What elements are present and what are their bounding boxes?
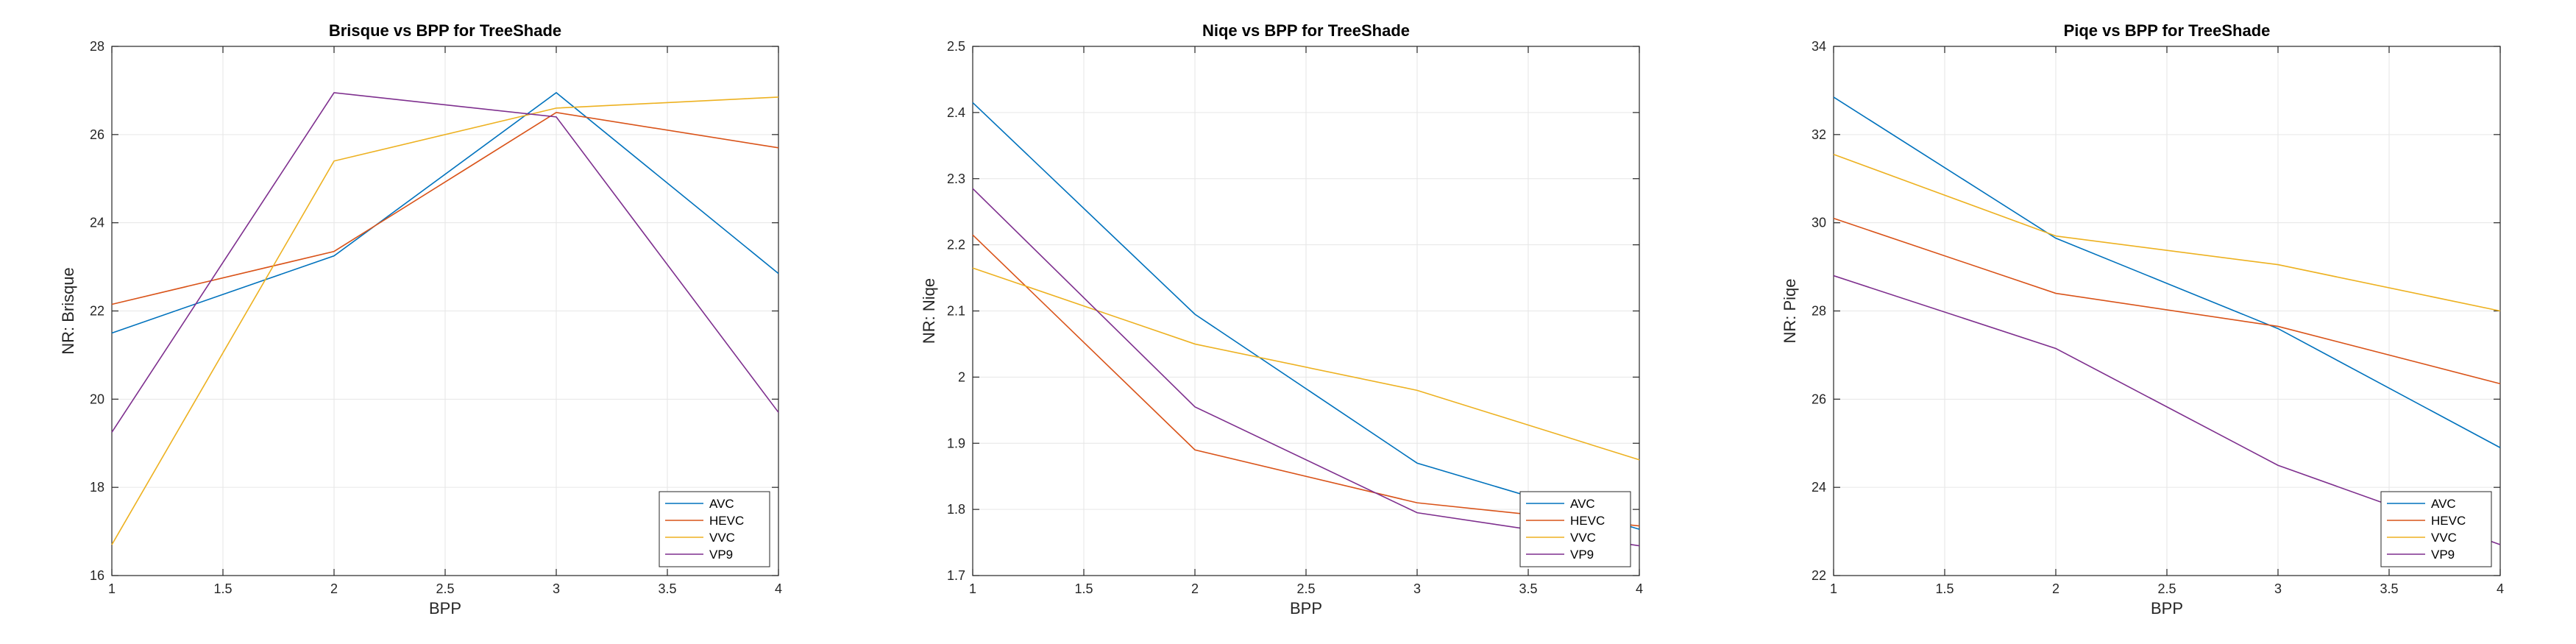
plot-area-frame: [972, 46, 1640, 576]
series-line-avc: [1833, 96, 2501, 448]
y-tick-label: 22: [1812, 568, 1826, 583]
x-tick-label: 1.5: [1074, 581, 1093, 596]
x-tick-label: 3: [2274, 581, 2282, 596]
series-line-vp9: [111, 92, 779, 433]
y-tick-label: 20: [90, 392, 104, 406]
legend-label: VP9: [2431, 548, 2455, 562]
chart-title: Niqe vs BPP for TreeShade: [1202, 21, 1410, 40]
legend-label: HEVC: [1570, 514, 1605, 528]
y-tick-label: 28: [90, 39, 104, 54]
series-line-hevc: [1833, 217, 2501, 385]
y-tick-label: 18: [90, 480, 104, 495]
y-tick-label: 24: [1812, 480, 1826, 495]
x-tick-label: 4: [775, 581, 782, 596]
chart-brisque: Brisque vs BPP for TreeShade BPP NR: Bri…: [59, 21, 782, 618]
x-tick-label: 3: [1413, 581, 1421, 596]
series-line-vvc: [1833, 154, 2501, 312]
y-tick-label: 1.9: [947, 436, 965, 450]
y-axis-label: NR: Brisque: [59, 267, 77, 355]
legend-label: VVC: [1570, 531, 1596, 545]
series-line-vvc: [972, 267, 1640, 461]
x-tick-label: 3.5: [2380, 581, 2398, 596]
x-tick-label: 3.5: [1519, 581, 1537, 596]
x-tick-label: 2.5: [1296, 581, 1315, 596]
legend-label: HEVC: [709, 514, 744, 528]
legend: AVC HEVC VVC VP9: [2380, 491, 2492, 567]
y-tick-label: 22: [90, 304, 104, 319]
y-axis-label: NR: Piqe: [1781, 278, 1799, 343]
y-tick-label: 26: [1812, 392, 1826, 406]
y-tick-label: 16: [90, 568, 104, 583]
y-tick-label: 2.2: [947, 238, 965, 252]
x-tick-label: 2: [330, 581, 338, 596]
x-tick-label: 4: [1636, 581, 1643, 596]
x-tick-label: 1.5: [213, 581, 232, 596]
legend-label: HEVC: [2431, 514, 2466, 528]
y-tick-label: 24: [90, 216, 104, 230]
legend-label: VVC: [709, 531, 735, 545]
y-axis-label: NR: Niqe: [920, 278, 938, 344]
x-tick-label: 3.5: [658, 581, 676, 596]
series-line-avc: [111, 91, 779, 334]
x-axis-label: BPP: [429, 599, 461, 618]
chart-title: Brisque vs BPP for TreeShade: [329, 21, 561, 40]
y-tick-label: 28: [1812, 304, 1826, 319]
y-tick-label: 34: [1812, 39, 1826, 54]
x-tick-label: 4: [2497, 581, 2504, 596]
series-line-hevc: [111, 112, 779, 305]
x-tick-label: 1: [108, 581, 116, 596]
legend: AVC HEVC VVC VP9: [1519, 491, 1631, 567]
x-tick-label: 2: [2052, 581, 2059, 596]
x-tick-label: 1: [1830, 581, 1837, 596]
y-tick-label: 1.8: [947, 502, 965, 517]
legend: AVC HEVC VVC VP9: [659, 491, 770, 567]
x-tick-label: 2.5: [2157, 581, 2176, 596]
legend-label: VP9: [1570, 548, 1594, 562]
y-tick-label: 1.7: [947, 568, 965, 583]
y-tick-label: 2.3: [947, 171, 965, 186]
y-tick-label: 32: [1812, 127, 1826, 142]
x-tick-label: 2: [1191, 581, 1199, 596]
chart-piqe: Piqe vs BPP for TreeShade BPP NR: Piqe 1…: [1781, 21, 2504, 618]
y-tick-label: 2.5: [947, 39, 965, 54]
plot-area-frame: [111, 46, 779, 576]
y-tick-label: 26: [90, 127, 104, 142]
legend-label: AVC: [1570, 497, 1595, 511]
x-tick-label: 3: [553, 581, 560, 596]
legend-label: AVC: [2431, 497, 2456, 511]
legend-label: AVC: [709, 497, 734, 511]
series-line-vvc: [111, 96, 779, 545]
x-axis-label: BPP: [2151, 599, 2183, 618]
y-tick-label: 2.1: [947, 304, 965, 319]
y-tick-label: 2.4: [947, 105, 965, 120]
y-tick-label: 2: [958, 369, 965, 384]
x-axis-label: BPP: [1290, 599, 1322, 618]
x-tick-label: 1.5: [1935, 581, 1954, 596]
x-tick-label: 1: [969, 581, 976, 596]
chart-title: Piqe vs BPP for TreeShade: [2064, 21, 2271, 40]
legend-label: VVC: [2431, 531, 2457, 545]
x-tick-label: 2.5: [436, 581, 454, 596]
legend-label: VP9: [709, 548, 733, 562]
chart-niqe: Niqe vs BPP for TreeShade BPP NR: Niqe 1…: [920, 21, 1643, 618]
y-tick-label: 30: [1812, 216, 1826, 230]
